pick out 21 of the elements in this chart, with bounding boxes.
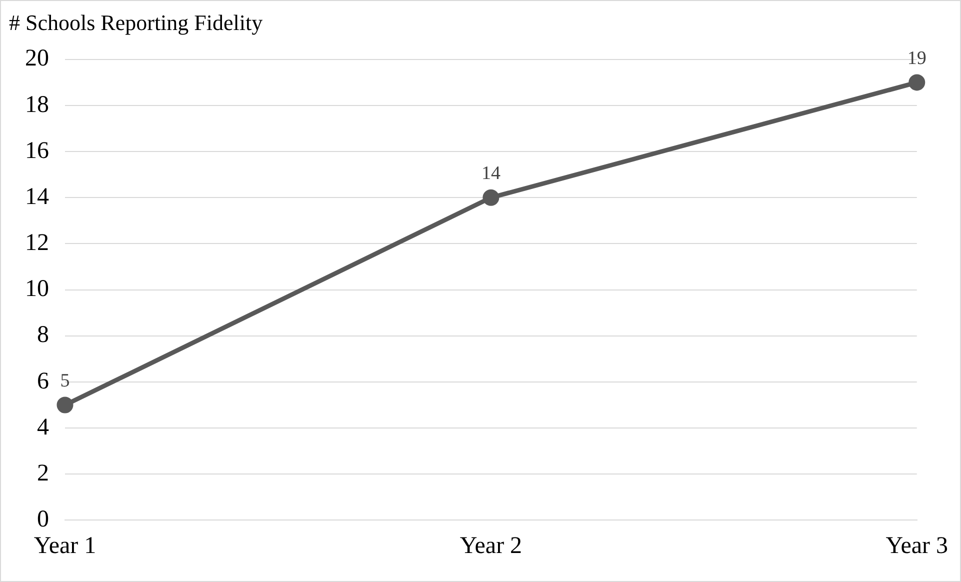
y-tick-label: 14 (25, 184, 49, 210)
y-tick-label: 20 (25, 46, 49, 72)
point (482, 189, 500, 206)
y-tick-label: 8 (37, 322, 49, 348)
data-label: 19 (907, 48, 926, 69)
y-tick-label: 16 (25, 138, 49, 164)
point (56, 396, 74, 414)
data-label: 14 (481, 163, 501, 184)
x-tick-label: Year 3 (886, 532, 948, 559)
x-tick-label: Year 2 (460, 532, 522, 559)
point (908, 74, 926, 91)
y-tick-label: 10 (25, 276, 49, 302)
x-tick-label: Year 1 (34, 532, 96, 559)
y-tick-label: 0 (37, 506, 49, 532)
y-tick-label: 4 (37, 414, 49, 440)
y-tick-label: 18 (25, 92, 49, 118)
y-tick-label: 12 (25, 230, 49, 256)
y-tick-label: 6 (37, 368, 49, 394)
chart-title: # Schools Reporting Fidelity (9, 10, 263, 35)
data-label: 5 (60, 370, 70, 392)
y-tick-label: 2 (37, 460, 49, 486)
